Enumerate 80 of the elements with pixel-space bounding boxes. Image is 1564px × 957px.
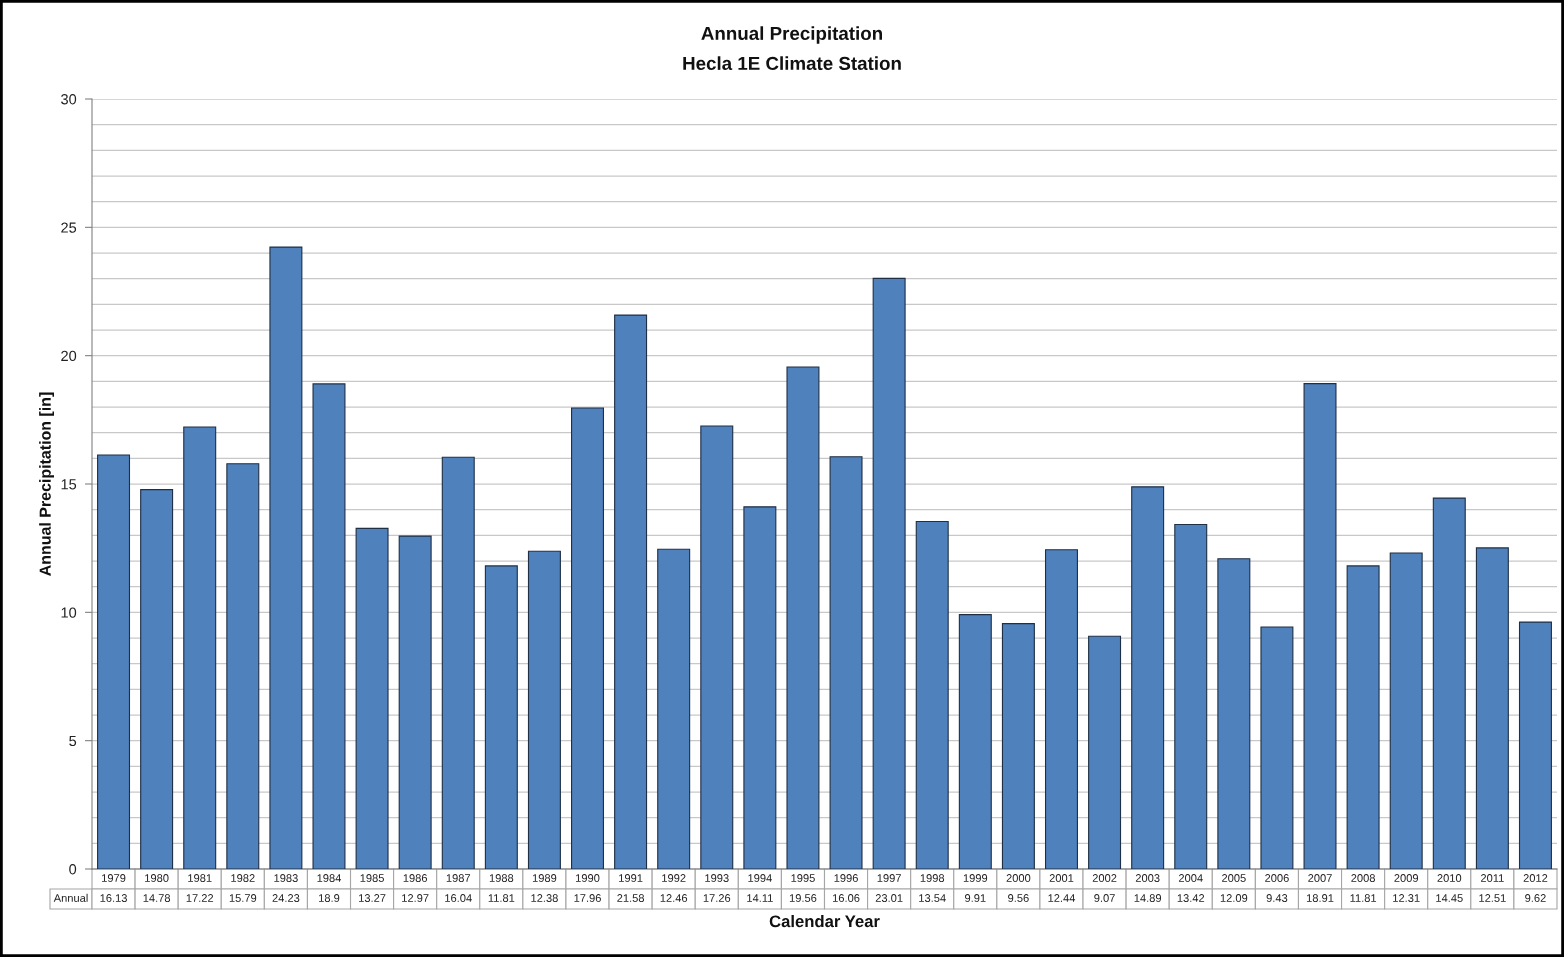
data-label: 12.31 [1393,894,1420,902]
x-tick-label: 2007 [1308,874,1332,882]
data-label: 13.42 [1177,894,1205,902]
x-tick-label: 1981 [188,874,212,882]
data-label: 23.01 [875,894,903,902]
x-tick-label: 1987 [446,874,471,882]
x-tick-label: 2001 [1049,874,1074,882]
data-label: 12.97 [402,894,429,902]
y-tick-label: 15 [61,479,77,490]
data-label: 18.91 [1306,894,1334,902]
x-tick-label: 2008 [1351,874,1375,882]
y-tick-label: 5 [69,735,77,747]
x-tick-label: 1980 [145,874,169,882]
x-tick-label: 2003 [1135,874,1160,882]
data-label: 16.04 [445,894,472,902]
y-tick-label: 10 [61,607,77,618]
x-tick-label: 1992 [662,874,686,882]
data-label: 9.62 [1525,894,1546,902]
x-tick-label: 2009 [1394,874,1419,882]
data-label: 17.96 [574,894,601,902]
x-tick-label: 1983 [274,874,298,882]
data-label: 14.78 [143,894,171,902]
x-tick-label: 2011 [1480,874,1504,882]
data-label: 9.91 [965,894,986,902]
data-label: 9.07 [1094,894,1115,902]
chart-subtitle: Hecla 1E Climate Station [683,56,901,71]
data-label: 19.56 [789,894,817,902]
x-tick-label: 1984 [317,874,342,882]
data-label: 11.81 [488,894,515,902]
x-tick-label: 1999 [963,874,988,882]
data-label: 15.79 [229,894,257,902]
data-label: 9.43 [1266,894,1288,902]
data-label: 12.46 [660,894,688,902]
data-label: 13.27 [359,894,386,902]
data-label: 12.38 [531,894,558,902]
x-tick-label: 1994 [748,874,772,882]
x-tick-label: 2012 [1523,874,1548,882]
chart-title: Annual Precipitation [701,26,882,44]
x-tick-label: 1985 [360,874,384,882]
x-tick-label: 1979 [102,874,126,882]
x-tick-label: 1989 [532,874,557,882]
data-label: 17.26 [703,894,731,902]
data-label: 9.56 [1008,894,1029,902]
x-tick-label: 1995 [791,874,815,882]
data-label: 11.81 [1350,894,1377,902]
x-tick-label: 1996 [834,874,858,882]
x-tick-label: 1990 [576,874,600,882]
data-label: 14.45 [1436,894,1463,902]
data-label: 12.44 [1048,894,1076,902]
x-tick-label: 1998 [920,874,945,882]
x-tick-label: 2000 [1006,874,1031,882]
x-tick-label: 1982 [231,874,255,882]
data-label: 14.11 [747,894,773,902]
data-label: 24.23 [272,894,300,902]
y-tick-label: 30 [61,94,77,105]
x-tick-label: 1993 [705,874,729,882]
data-label: 16.13 [100,894,127,902]
text: Annual [53,893,88,902]
x-tick-label: 2010 [1437,874,1462,882]
x-tick-label: 2006 [1265,874,1289,882]
y-tick-label: 25 [61,222,77,233]
x-tick-label: 2005 [1222,874,1246,882]
y-tick-label: 20 [61,350,77,362]
x-tick-label: 2002 [1092,874,1117,882]
data-label: 21.58 [617,894,645,902]
data-label: 12.09 [1220,894,1248,902]
x-tick-label: 1997 [877,874,901,882]
x-tick-label: 2004 [1178,874,1203,882]
data-label: 13.54 [919,894,946,902]
data-label: 14.89 [1134,894,1162,902]
x-tick-label: 1986 [403,874,428,882]
x-tick-label: 1991 [619,874,643,882]
x-axis-title: Calendar Year [769,915,880,928]
y-tick-label: 0 [69,864,77,875]
x-tick-label: 1988 [489,874,514,882]
data-label: 17.22 [186,894,214,902]
data-label: 18.9 [319,894,340,902]
y-axis-title: Annual Precipitation [in] [39,392,54,576]
data-label: 12.51 [1479,894,1506,902]
data-label: 16.06 [832,894,860,902]
